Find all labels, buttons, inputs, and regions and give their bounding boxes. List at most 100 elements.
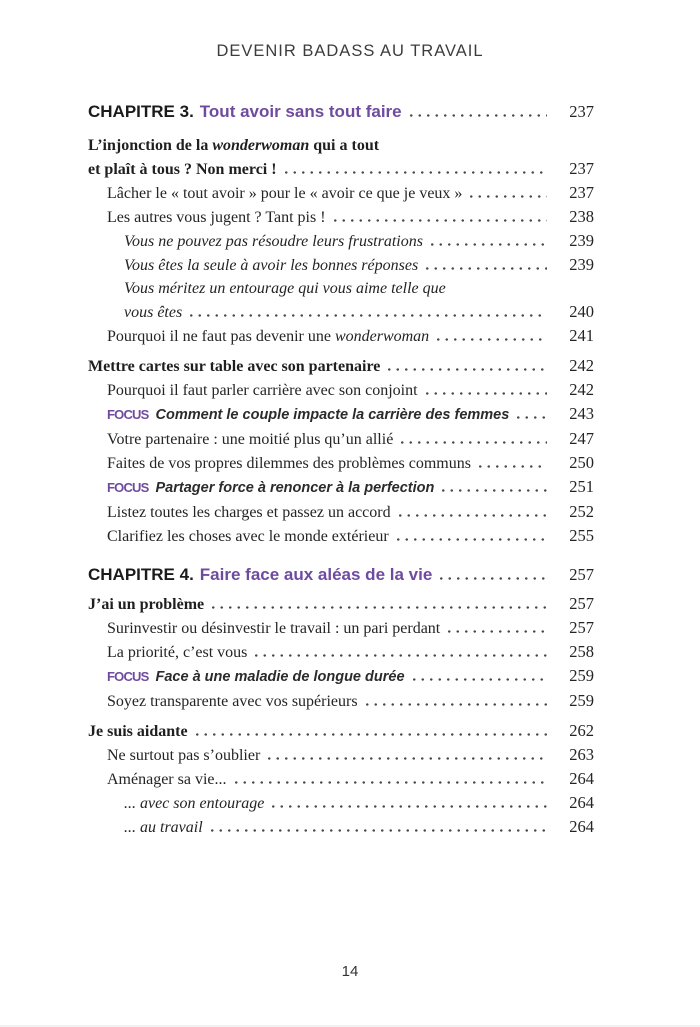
toc-entry-text: FOCUS Comment le couple impacte la carriè…	[107, 403, 509, 427]
text-segment: CHAPITRE 3.	[88, 102, 194, 121]
dot-leader	[395, 505, 547, 517]
dot-leader	[281, 162, 547, 174]
text-segment: Votre partenaire : une moitié plus qu’un…	[107, 431, 394, 448]
text-segment: Vous ne pouvez pas résoudre leurs frustr…	[124, 233, 423, 250]
toc-entry: Ne surtout pas s’oublier 263	[88, 743, 594, 767]
dot-leader	[207, 820, 547, 832]
text-segment: qui a tout	[309, 137, 380, 154]
toc-entry: Vous méritez un entourage qui vous aime …	[88, 277, 594, 300]
text-segment: Pourquoi il ne faut pas devenir une	[107, 328, 335, 345]
toc-entry: CHAPITRE 3. Tout avoir sans tout faire 237	[88, 100, 594, 123]
text-segment: Comment le couple impacte la carrière de…	[155, 407, 510, 423]
dot-leader	[475, 456, 547, 468]
text-segment: Soyez transparente avec vos supérieurs	[107, 693, 358, 710]
toc-entry: Vous êtes la seule à avoir les bonnes ré…	[88, 253, 594, 277]
dot-leader	[269, 796, 547, 808]
toc-entry: Les autres vous jugent ? Tant pis ! 238	[88, 205, 594, 229]
toc-entry-text: Lâcher le « tout avoir » pour le « avoir…	[107, 182, 462, 205]
page-ref: 237	[569, 159, 594, 178]
toc-entry-text: Surinvestir ou désinvestir le travail : …	[107, 617, 440, 640]
focus-badge: FOCUS	[107, 669, 149, 684]
text-segment: ... au travail	[124, 819, 203, 836]
dot-leader	[423, 258, 547, 270]
text-segment: Je suis aidante	[88, 723, 188, 740]
toc-entry: Faites de vos propres dilemmes des probl…	[88, 451, 594, 475]
text-segment: Aménager sa vie...	[107, 771, 227, 788]
toc-entry-text: vous êtes	[124, 301, 182, 324]
dot-leader	[422, 383, 547, 395]
dot-leader	[231, 772, 547, 784]
text-segment: Partager force à renoncer à la perfectio…	[155, 480, 435, 496]
toc-entry: FOCUS Partager force à renoncer à la perf…	[88, 475, 594, 500]
toc-entry-text: Aménager sa vie...	[107, 768, 227, 791]
text-segment: Vous êtes la seule à avoir les bonnes ré…	[124, 257, 419, 274]
page-ref: 262	[569, 721, 594, 740]
dot-leader	[439, 480, 547, 492]
dot-leader	[192, 724, 547, 736]
page-ref: 257	[569, 618, 594, 637]
toc-entry: Je suis aidante 262	[88, 719, 594, 743]
page-ref: 255	[569, 526, 594, 545]
dot-leader	[445, 621, 547, 633]
dot-leader	[427, 234, 547, 246]
toc-entry-text: L’injonction de la wonderwoman qui a tou…	[88, 134, 379, 157]
page-ref: 251	[569, 477, 594, 496]
text-segment: ... avec son entourage	[124, 795, 265, 812]
page-ref: 264	[569, 769, 594, 788]
page-ref: 241	[569, 326, 594, 345]
page-ref: 257	[569, 565, 594, 584]
page-ref: 237	[569, 102, 594, 121]
dot-leader	[514, 407, 547, 419]
toc-entry-text: Les autres vous jugent ? Tant pis !	[107, 206, 326, 229]
page-ref: 239	[569, 255, 594, 274]
toc-entry-text: Ne surtout pas s’oublier	[107, 744, 260, 767]
toc-entry-text: et plaît à tous ? Non merci !	[88, 158, 277, 181]
text-segment: Surinvestir ou désinvestir le travail : …	[107, 620, 441, 637]
toc-entry-text: CHAPITRE 3. Tout avoir sans tout faire	[88, 100, 402, 123]
toc-entry: Mettre cartes sur table avec son partena…	[88, 354, 594, 378]
toc-entry: Votre partenaire : une moitié plus qu’un…	[88, 427, 594, 451]
page-ref: 264	[569, 793, 594, 812]
toc-entry-text: La priorité, c’est vous	[107, 641, 247, 664]
text-segment: Clarifiez les choses avec le monde extér…	[107, 528, 389, 545]
dot-leader	[434, 329, 547, 341]
page-ref: 242	[569, 356, 594, 375]
text-segment: La priorité, c’est vous	[107, 644, 248, 661]
dot-leader	[209, 597, 547, 609]
dot-leader	[409, 669, 547, 681]
text-segment: Pourquoi il faut parler carrière avec so…	[107, 382, 418, 399]
toc-entry-text: Clarifiez les choses avec le monde extér…	[107, 525, 389, 548]
page-ref: 250	[569, 453, 594, 472]
toc-entry-text: Je suis aidante	[88, 720, 188, 743]
dot-leader	[437, 568, 547, 580]
text-segment: Face à une maladie de longue durée	[155, 669, 405, 685]
page-ref: 264	[569, 817, 594, 836]
toc-entry: FOCUS Comment le couple impacte la carriè…	[88, 402, 594, 427]
toc-entry: J’ai un problème 257	[88, 592, 594, 616]
toc-entry: Aménager sa vie... 264	[88, 767, 594, 791]
toc-entry-text: Vous méritez un entourage qui vous aime …	[124, 277, 446, 300]
toc-entry: Soyez transparente avec vos supérieurs 25…	[88, 689, 594, 713]
page-ref: 257	[569, 594, 594, 613]
toc-entry: FOCUS Face à une maladie de longue durée 2…	[88, 664, 594, 689]
toc-entry-text: Pourquoi il ne faut pas devenir une wond…	[107, 325, 429, 348]
page-ref: 252	[569, 502, 594, 521]
toc-entry: Lâcher le « tout avoir » pour le « avoir…	[88, 181, 594, 205]
text-segment: wonderwoman	[334, 328, 430, 345]
text-segment: Les autres vous jugent ? Tant pis !	[107, 209, 326, 226]
page-ref: 240	[569, 302, 594, 321]
focus-badge: FOCUS	[107, 407, 149, 422]
dot-leader	[362, 694, 547, 706]
toc-entry-text: FOCUS Partager force à renoncer à la perf…	[107, 476, 434, 500]
dot-leader	[467, 186, 547, 198]
toc-entry-text: Pourquoi il faut parler carrière avec so…	[107, 379, 418, 402]
toc-entry: Pourquoi il ne faut pas devenir une wond…	[88, 324, 594, 348]
text-segment: Listez toutes les charges et passez un a…	[107, 504, 391, 521]
dot-leader	[393, 529, 547, 541]
toc-entry: L’injonction de la wonderwoman qui a tou…	[88, 134, 594, 157]
toc-entry: Vous ne pouvez pas résoudre leurs frustr…	[88, 229, 594, 253]
focus-badge: FOCUS	[107, 480, 149, 495]
toc-entry: ... avec son entourage 264	[88, 791, 594, 815]
toc-entry-text: J’ai un problème	[88, 593, 204, 616]
